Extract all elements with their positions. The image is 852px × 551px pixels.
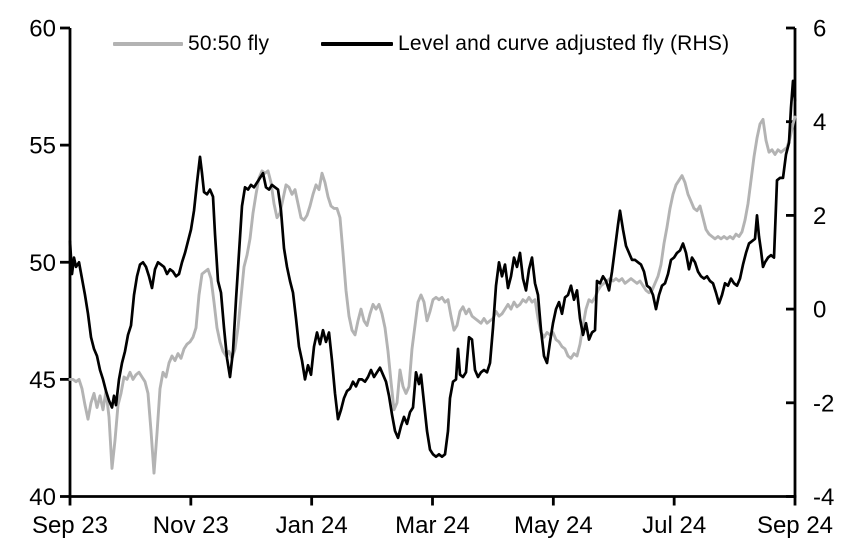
legend-line-swatch-black — [321, 42, 393, 46]
right-axis-tick-label: 0 — [813, 297, 826, 324]
right-axis-tick-label: -4 — [813, 484, 834, 511]
x-axis-tick-label: Sep 23 — [32, 512, 108, 539]
legend-label-level-curve-adjusted-fly: Level and curve adjusted fly (RHS) — [398, 32, 730, 55]
x-axis-tick-label: Nov 23 — [153, 512, 229, 539]
x-axis-tick-label: Sep 24 — [757, 512, 833, 539]
right-axis-tick-label: 2 — [813, 203, 826, 230]
x-axis-tick-label: Jan 24 — [276, 512, 348, 539]
legend-item-5050-fly: 50:50 fly — [113, 32, 269, 56]
legend-label-5050-fly: 50:50 fly — [188, 32, 270, 55]
left-axis-tick-label: 55 — [29, 133, 56, 160]
left-axis-tick-label: 40 — [29, 484, 56, 511]
series-line-5050-fly — [68, 115, 797, 475]
legend-line-swatch-gray — [113, 42, 183, 46]
right-axis-tick-label: -2 — [813, 390, 834, 417]
legend-item-level-curve-adjusted-fly: Level and curve adjusted fly (RHS) — [321, 32, 729, 56]
left-axis-tick-label: 60 — [29, 16, 56, 43]
right-axis-tick-label: 6 — [813, 16, 826, 43]
left-axis-tick-label: 45 — [29, 367, 56, 394]
x-axis-tick-label: Mar 24 — [395, 512, 470, 539]
x-axis-tick-label: Jul 24 — [642, 512, 706, 539]
right-axis-tick-label: 4 — [813, 109, 826, 136]
x-axis-tick-label: May 24 — [514, 512, 593, 539]
series-line-level-curve-adjusted-fly — [68, 79, 797, 459]
left-axis-tick-label: 50 — [29, 250, 56, 277]
